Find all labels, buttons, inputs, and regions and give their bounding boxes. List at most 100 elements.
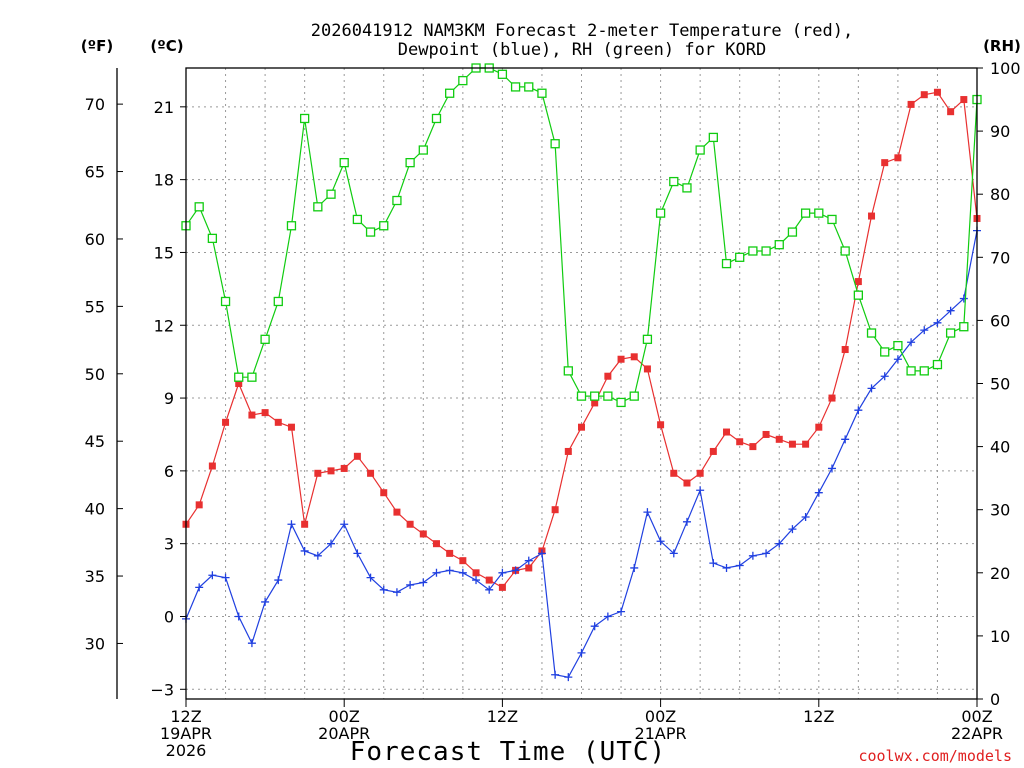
rh-point <box>945 328 956 338</box>
rh-point <box>431 113 442 124</box>
rh-point <box>932 359 943 370</box>
x-tick-label: 21APR <box>635 724 687 743</box>
rh-tick-label: 70 <box>990 248 1010 267</box>
rh-point <box>655 208 666 218</box>
temp-point <box>775 435 783 443</box>
rh-point <box>247 372 257 382</box>
rh-point <box>787 227 798 237</box>
dew-point <box>893 355 902 364</box>
rh-point <box>695 145 705 155</box>
temp-point <box>802 440 810 448</box>
temp-point <box>287 423 295 431</box>
temp-point <box>446 549 454 557</box>
rh-point <box>919 366 929 376</box>
temp-point <box>578 423 585 431</box>
temp-point <box>314 469 322 477</box>
rh-tick-label: 100 <box>990 59 1021 78</box>
dew-point <box>841 435 850 444</box>
temp-point <box>947 108 955 116</box>
temp-point <box>551 506 559 514</box>
c-tick-label: −3 <box>150 680 174 699</box>
rh-point <box>800 208 811 218</box>
rh-point <box>590 391 600 401</box>
rh-tick-label: 60 <box>990 311 1010 330</box>
temp-point <box>498 583 506 591</box>
temp-point <box>604 372 612 380</box>
temp-point <box>419 530 427 538</box>
credit-label: coolwx.com/models <box>858 747 1012 765</box>
series-layer <box>181 63 982 682</box>
temp-point <box>881 159 889 167</box>
dew-point <box>458 568 467 577</box>
rh-point <box>642 334 653 344</box>
x-tick-label: 2026 <box>166 741 207 760</box>
rh-point <box>708 132 718 143</box>
rh-point <box>669 176 679 187</box>
temp-point <box>894 154 902 162</box>
rh-point <box>959 322 969 332</box>
rh-point <box>445 88 455 98</box>
x-tick-label: 12Z <box>170 707 201 726</box>
rh-point <box>721 258 732 269</box>
dew-point <box>524 556 533 565</box>
temp-point <box>327 467 335 475</box>
rh-tick-label: 10 <box>990 627 1010 646</box>
rh-point <box>273 296 283 307</box>
dew-point <box>234 612 243 621</box>
temp-point <box>222 418 230 426</box>
f-tick-label: 60 <box>85 230 105 249</box>
temp-point <box>261 409 269 417</box>
f-tick-label: 35 <box>85 567 105 586</box>
dew-point <box>340 520 349 529</box>
dew-point <box>392 588 401 597</box>
dew-point <box>788 525 797 534</box>
dew-point <box>577 648 586 657</box>
x-tick-label: 20APR <box>318 724 370 743</box>
temp-point <box>643 365 651 373</box>
f-tick-label: 50 <box>85 365 105 384</box>
rh-point <box>497 69 508 79</box>
temp-point <box>960 96 968 104</box>
temp-point <box>907 100 915 108</box>
temp-point <box>868 212 876 220</box>
temp-point <box>208 462 216 470</box>
rh-point <box>563 366 573 376</box>
dew-point <box>353 549 362 558</box>
temp-point <box>788 440 796 448</box>
c-tick-label: 3 <box>164 535 174 554</box>
rh-point <box>576 391 587 401</box>
dew-point <box>498 568 507 577</box>
x-tick-label: 00Z <box>645 707 676 726</box>
rh-point <box>682 183 692 193</box>
temp-point <box>353 452 361 460</box>
dew-point <box>564 673 573 682</box>
temp-point <box>696 469 704 477</box>
plot-frame <box>185 67 978 700</box>
chart-title-line-2: Dewpoint (blue), RH (green) for KORD <box>398 40 766 60</box>
temp-point <box>828 394 836 402</box>
dew-point <box>485 585 494 594</box>
dew-point <box>300 546 309 555</box>
rh-point <box>365 227 376 237</box>
dew-point <box>551 670 560 679</box>
axes-layer: −3 0 3 6 9 12 15 18 21 30 35 40 45 50 55 60 65 70 0 10 20 30 4… <box>85 59 1021 760</box>
dew-point <box>709 559 718 568</box>
dew-point <box>643 508 652 517</box>
f-tick-label: 65 <box>85 163 105 182</box>
rh-point <box>299 113 310 124</box>
rh-tick-label: 50 <box>990 375 1010 394</box>
dew-point <box>247 639 256 648</box>
dew-point <box>801 512 810 521</box>
rh-point <box>260 334 270 344</box>
dew-point <box>511 566 520 575</box>
rh-tick-label: 20 <box>990 564 1010 583</box>
dew-point <box>208 571 217 580</box>
f-tick-label: 70 <box>85 95 105 114</box>
celsius-unit-label: (ºC) <box>150 37 183 55</box>
rh-tick-label: 0 <box>990 690 1000 709</box>
rh-point <box>866 328 877 338</box>
temp-point <box>301 520 309 528</box>
dew-point <box>656 537 665 546</box>
c-tick-label: 12 <box>154 316 174 335</box>
temp-point <box>841 346 849 354</box>
